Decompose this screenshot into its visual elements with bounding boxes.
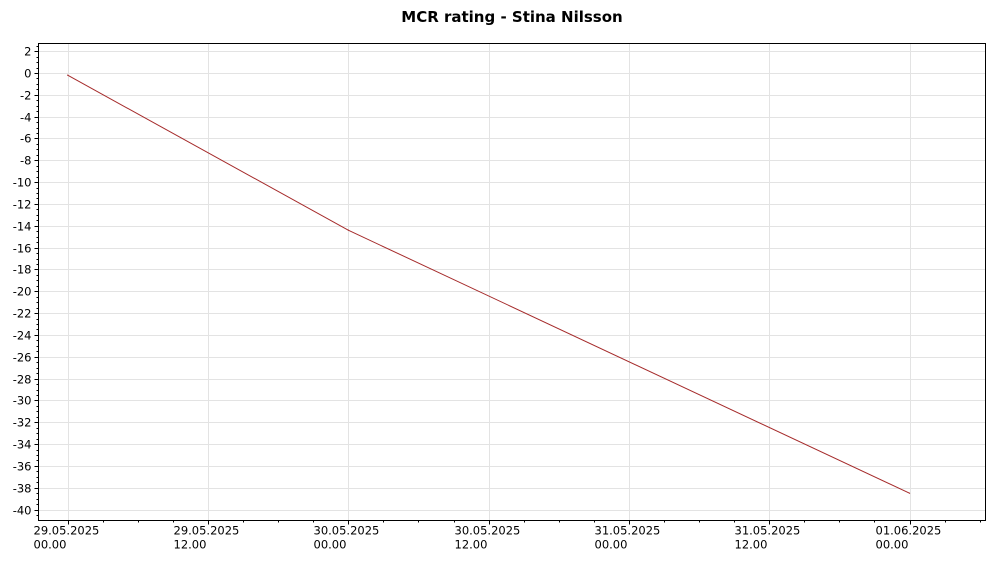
x-tick-label: 31.05.2025 12.00: [735, 524, 801, 552]
y-tick-label: -8: [20, 154, 31, 168]
series-layer: [67, 74, 911, 494]
data-point: [347, 229, 349, 231]
x-tick-label: 30.05.2025 00.00: [314, 524, 380, 552]
y-tick-label: -40: [13, 504, 32, 518]
data-point: [67, 74, 69, 76]
plot-area: [38, 43, 986, 521]
y-tick-label: -22: [13, 307, 32, 321]
y-tick-label: -2: [20, 89, 31, 103]
series-line: [67, 74, 910, 494]
y-axis: 2 0 -2 -4 -6 -8 -10 -12 -14 -16 -18 -20 -22 -24 -26 -28…: [13, 45, 39, 518]
y-tick-label: -24: [13, 329, 32, 343]
y-tick-label: -28: [13, 373, 32, 387]
x-tick-label: 30.05.2025 12.00: [455, 524, 521, 552]
y-tick-label: -18: [13, 263, 32, 277]
y-tick-label: -6: [20, 132, 31, 146]
x-tick-label: 29.05.2025 00.00: [34, 524, 100, 552]
x-tick-label: 01.06.2025 00.00: [876, 524, 942, 552]
y-tick-label: -32: [13, 416, 32, 430]
y-tick-label: 0: [24, 67, 31, 81]
chart-title: MCR rating - Stina Nilsson: [401, 8, 622, 26]
y-tick-label: -38: [13, 482, 32, 496]
y-tick-label: -16: [13, 242, 32, 256]
y-tick-label: -14: [13, 220, 32, 234]
y-tick-label: -10: [13, 176, 32, 190]
x-tick-label: 31.05.2025 00.00: [595, 524, 661, 552]
y-tick-label: -4: [20, 111, 31, 125]
x-tick-label: 29.05.2025 12.00: [174, 524, 240, 552]
y-tick-label: -12: [13, 198, 32, 212]
y-tick-label: -20: [13, 285, 32, 299]
y-tick-label: -30: [13, 394, 32, 408]
y-tick-label: -34: [13, 438, 32, 452]
y-tick-label: -26: [13, 351, 32, 365]
y-tick-label: -36: [13, 460, 32, 474]
x-axis: 29.05.2025 00.00 29.05.2025 12.00 30.05.2025…: [34, 520, 981, 552]
gridlines: [38, 43, 986, 521]
y-tick-label: 2: [24, 45, 31, 59]
data-point: [908, 492, 911, 494]
